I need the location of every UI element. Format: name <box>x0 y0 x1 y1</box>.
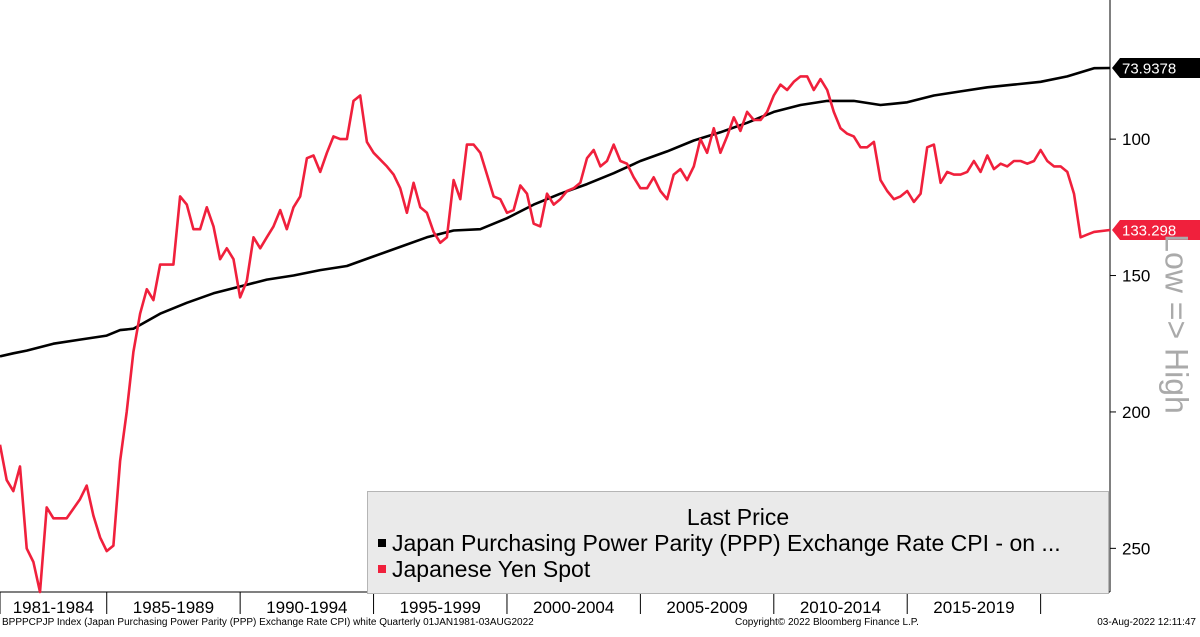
legend-item-ppp: Japan Purchasing Power Parity (PPP) Exch… <box>378 530 1100 557</box>
legend-label-yen: Japanese Yen Spot <box>392 556 591 582</box>
series-line-0 <box>0 66 1111 358</box>
legend-swatch-ppp <box>378 538 386 547</box>
last-value-label-0: 73.9378 <box>1122 61 1176 78</box>
legend-title: Last Price <box>686 504 790 530</box>
legend-swatch-yen <box>378 564 386 573</box>
footer-timestamp: 03-Aug-2022 12:11:47 <box>1097 617 1196 628</box>
x-tick-label-2: 1990-1994 <box>266 598 347 617</box>
x-tick-label-0: 1981-1984 <box>13 598 94 617</box>
legend-item-yen: Japanese Yen Spot <box>378 556 1100 583</box>
footer-source: BPPPCPJP Index (Japan Purchasing Power P… <box>2 617 534 628</box>
y-tick-label-150: 150 <box>1122 267 1150 286</box>
legend: Last Price Japan Purchasing Power Parity… <box>367 491 1109 594</box>
x-tick-label-1: 1985-1989 <box>133 598 214 617</box>
series-line-1 <box>0 75 1111 594</box>
footer-copyright: Copyright© 2022 Bloomberg Finance L.P. <box>735 617 919 628</box>
x-tick-label-3: 1995-1999 <box>400 598 481 617</box>
y-tick-label-250: 250 <box>1122 539 1150 558</box>
x-tick-label-7: 2015-2019 <box>933 598 1014 617</box>
x-tick-label-6: 2010-2014 <box>800 598 881 617</box>
x-tick-label-5: 2005-2009 <box>666 598 747 617</box>
last-value-label-1: 133.298 <box>1122 222 1176 239</box>
x-tick-label-4: 2000-2004 <box>533 598 614 617</box>
legend-label-ppp: Japan Purchasing Power Parity (PPP) Exch… <box>392 530 1061 556</box>
y-tick-label-200: 200 <box>1122 403 1150 422</box>
y-tick-label-100: 100 <box>1122 130 1150 149</box>
last-value-badge-0 <box>1112 58 1200 79</box>
y-axis-title: Low => High <box>1158 234 1195 414</box>
last-value-badge-1 <box>1112 219 1200 240</box>
